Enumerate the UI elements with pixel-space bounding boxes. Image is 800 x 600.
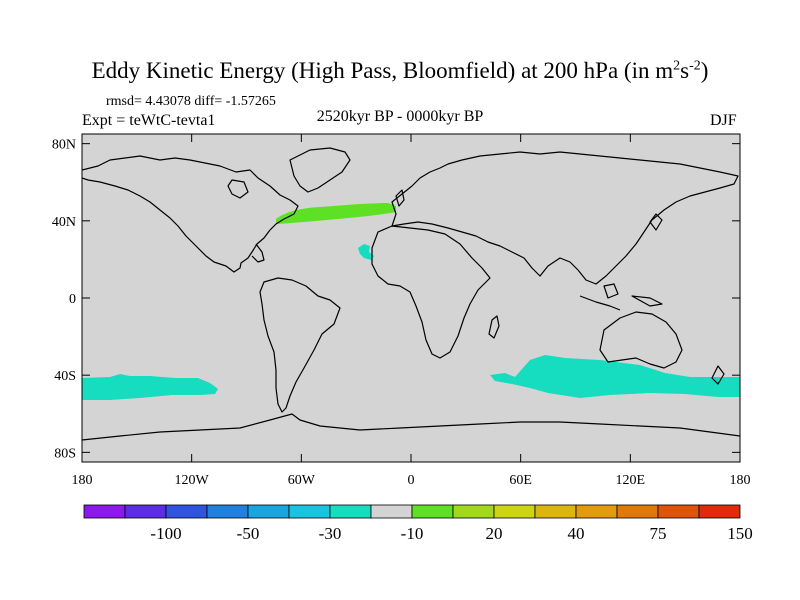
colorbar-swatch: [657, 504, 700, 519]
x-tick-label: 180: [730, 473, 751, 488]
y-tick-label: 0: [69, 292, 76, 307]
colorbar-label: 40: [568, 524, 585, 543]
x-tick-label: 120W: [175, 473, 210, 488]
title-unit-exp1: 2: [673, 58, 681, 74]
subtropical-atlantic-small-patch: [358, 244, 374, 260]
colorbar-label: -50: [237, 524, 260, 543]
coastline-japan: [649, 213, 663, 231]
colorbar-swatch: [411, 504, 454, 519]
map-content: [82, 147, 740, 441]
x-tick-label: 120E: [616, 473, 646, 488]
title-close: ): [700, 58, 709, 83]
coastline-eurasia: [391, 151, 739, 285]
x-tick-label: 0: [408, 473, 415, 488]
colorbar-swatch: [575, 504, 618, 519]
colorbar-swatch: [165, 504, 208, 519]
colorbar-label: 75: [650, 524, 667, 543]
colorbar-swatch: [534, 504, 577, 519]
coastline-madagascar: [488, 315, 500, 339]
coastline-indonesia: [579, 295, 621, 311]
colorbar-label: -100: [150, 524, 181, 543]
coastline-new-guinea: [631, 295, 663, 307]
title-unit-mid: s: [680, 58, 690, 83]
x-tick-label: 60E: [509, 473, 532, 488]
figure-title: Eddy Kinetic Energy (High Pass, Bloomfie…: [0, 58, 800, 84]
x-tick-label: 60W: [288, 473, 316, 488]
colorbar-label: 20: [486, 524, 503, 543]
coastline-gulf: [251, 243, 265, 263]
coastline-north-america: [82, 155, 299, 273]
colorbar-label: -30: [319, 524, 342, 543]
season-label: DJF: [710, 112, 737, 129]
colorbar-swatch: [83, 504, 126, 519]
coastlines: [82, 147, 740, 441]
colorbar-swatch: [329, 504, 372, 519]
colorbar-swatch: [124, 504, 167, 519]
coastline-new-zealand: [711, 365, 725, 385]
colorbar-swatch: [206, 504, 249, 519]
coastline-africa: [371, 225, 491, 359]
y-axis: 80N 40N 0 40S 80S: [52, 138, 740, 461]
stats-label: rmsd= 4.43078 diff= -1.57265: [106, 94, 276, 109]
title-unit-exp2: -2: [689, 58, 701, 74]
colorbar-swatch: [452, 504, 495, 519]
y-tick-label: 80S: [54, 446, 76, 461]
coastline-australia: [599, 311, 683, 369]
colorbar-swatch: [247, 504, 290, 519]
coastline-borneo: [603, 283, 619, 299]
colorbar-swatch: [370, 504, 413, 519]
coastline-south-america: [259, 277, 341, 413]
experiment-label: Expt = teWtC-tevta1: [82, 112, 216, 129]
period-label: 2520kyr BP - 0000kyr BP: [316, 108, 484, 125]
x-tick-label: 180: [72, 473, 93, 488]
colorbar-swatch: [698, 504, 741, 519]
colorbar-swatch: [288, 504, 331, 519]
colorbar-labels: -100 -50 -30 -10 20 40 75 150: [150, 524, 752, 543]
southern-indian-ocean-negative-band: [490, 355, 740, 398]
colorbar-label: -10: [401, 524, 424, 543]
y-tick-label: 80N: [52, 138, 76, 153]
colorbar-swatch: [493, 504, 536, 519]
title-main: Eddy Kinetic Energy (High Pass, Bloomfie…: [91, 58, 674, 83]
coastline-hudson-bay: [227, 179, 249, 199]
map-background: [82, 134, 740, 462]
y-tick-label: 40N: [52, 215, 76, 230]
north-atlantic-positive-band: [276, 203, 396, 224]
colorbar: [83, 504, 741, 519]
x-axis: 180 120W 60W 0 60E 120E 180: [72, 134, 751, 488]
coastline-greenland: [289, 147, 351, 193]
colorbar-label: 150: [727, 524, 753, 543]
coastline-antarctica: [82, 413, 740, 441]
colorbar-swatch: [616, 504, 659, 519]
y-tick-label: 40S: [54, 369, 76, 384]
south-pacific-negative-band: [82, 374, 218, 400]
coastline-british-isles: [395, 189, 405, 207]
